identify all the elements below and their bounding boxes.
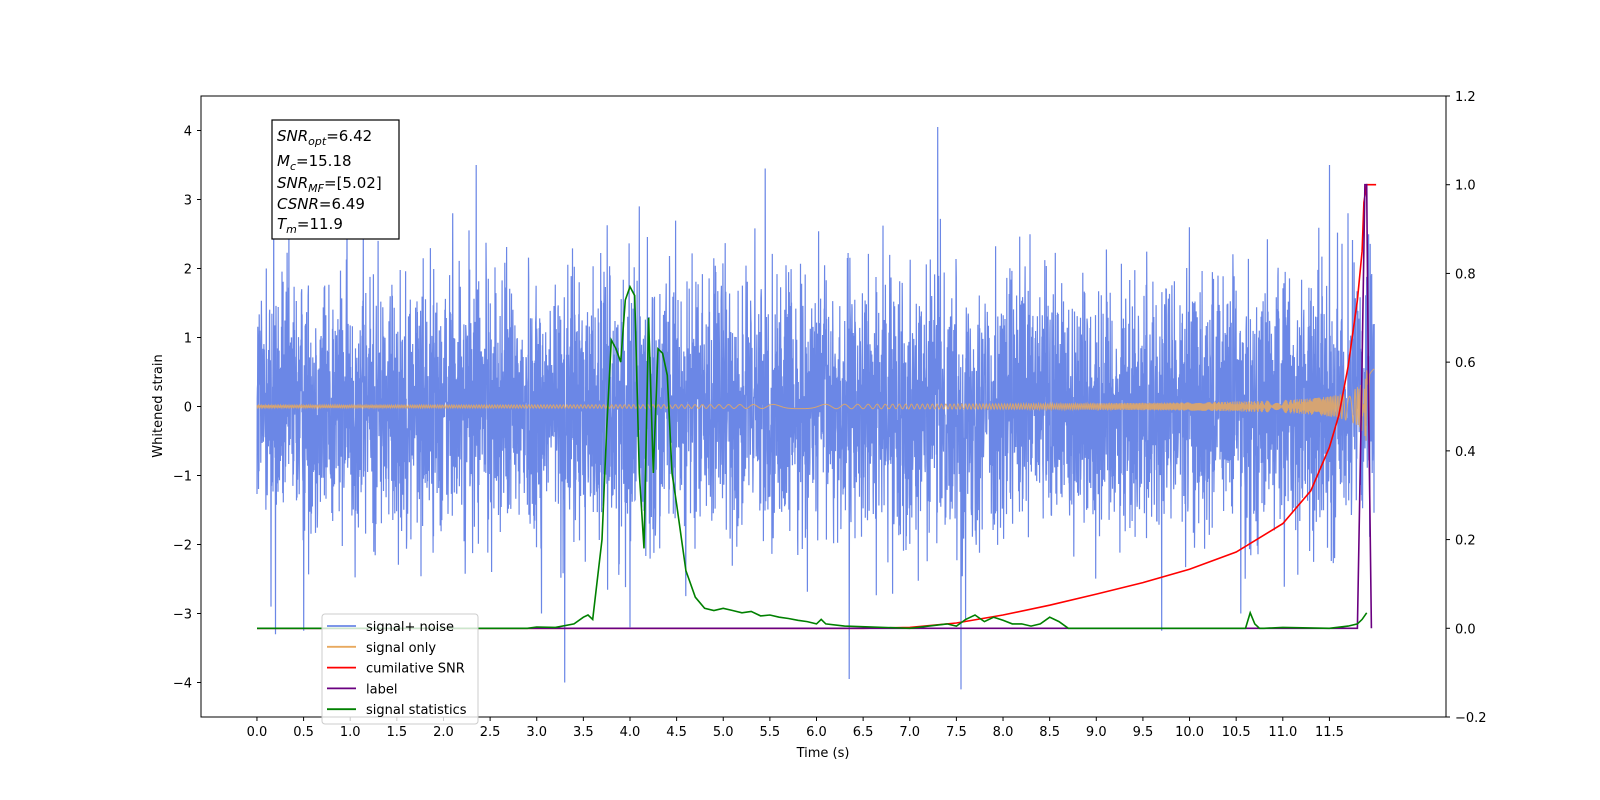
x-tick-label: 8.5 — [1039, 725, 1060, 740]
annotation-line: SNRopt=6.42 — [277, 127, 372, 148]
x-tick-label: 0.5 — [293, 725, 314, 740]
y-tick-label: 1 — [184, 332, 192, 347]
y2-tick-label: 1.0 — [1455, 179, 1476, 194]
legend-label: cumilative SNR — [366, 662, 465, 677]
series-line-signal-statistics — [257, 284, 1368, 630]
annotation-line: SNRMF=[5.02] — [277, 174, 382, 195]
x-tick-label: 1.0 — [340, 725, 361, 740]
legend-label: signal only — [366, 641, 436, 656]
y-tick-label: −4 — [173, 677, 192, 692]
x-tick-label: 11.5 — [1315, 725, 1344, 740]
x-tick-label: 6.0 — [806, 725, 827, 740]
y-tick-label: 2 — [184, 263, 192, 278]
y-axis-label: Whitened strain — [151, 354, 166, 457]
x-tick-label: 6.5 — [853, 725, 874, 740]
x-tick-label: 8.0 — [993, 725, 1014, 740]
series-line-label — [257, 183, 1373, 630]
annotation-box-frame — [271, 119, 400, 240]
y2-tick-label: −0.2 — [1455, 711, 1487, 726]
y2-tick-label: 0.2 — [1455, 534, 1476, 549]
x-tick-label: 1.5 — [386, 725, 407, 740]
x-tick-label: 5.5 — [760, 725, 781, 740]
y2-tick-label: 0.0 — [1455, 622, 1476, 637]
x-tick-label: 7.5 — [946, 725, 967, 740]
legend: signal+ noise signal only cumilative SNR la… — [321, 613, 479, 725]
series-line-cumilative-snr — [257, 183, 1377, 630]
x-tick-label: 11.0 — [1268, 725, 1297, 740]
x-tick-label: 2.0 — [433, 725, 454, 740]
x-tick-label: 3.5 — [573, 725, 594, 740]
y-tick-label: 3 — [184, 194, 192, 209]
x-tick-label: 9.0 — [1086, 725, 1107, 740]
x-tick-label: 2.5 — [480, 725, 501, 740]
annotation-line: CSNR=6.49 — [277, 195, 365, 213]
y-tick-label: 0 — [184, 401, 192, 416]
x-tick-label: 4.5 — [666, 725, 687, 740]
y-tick-label: 4 — [184, 125, 192, 140]
annotation-box: SNRopt=6.42 Mc=15.18SNRMF=[5.02]CSNR=6.49… — [271, 119, 400, 240]
x-tick-label: 10.5 — [1222, 725, 1251, 740]
y2-tick-label: 0.4 — [1455, 445, 1476, 460]
series-line-signal-only — [256, 368, 1375, 441]
x-tick-label: 3.0 — [526, 725, 547, 740]
legend-label: label — [366, 682, 397, 697]
y2-tick-label: 0.8 — [1455, 267, 1476, 282]
x-axis-label: Time (s) — [796, 746, 850, 761]
legend-label: signal statistics — [366, 703, 467, 718]
x-tick-label: 10.0 — [1175, 725, 1204, 740]
x-axis: 0.0 0.5 1.0 1.5 2.0 2.5 3.0 3.5 4.0 4.5 5.0 5.5 6.0 6… — [247, 717, 1344, 740]
annotation-line: Mc=15.18 — [277, 152, 352, 173]
series-layer — [256, 126, 1377, 690]
y2-tick-label: 1.2 — [1455, 90, 1476, 105]
x-tick-label: 9.5 — [1133, 725, 1154, 740]
y-tick-label: −2 — [173, 539, 192, 554]
x-tick-label: 4.0 — [620, 725, 641, 740]
y-tick-label: −3 — [173, 608, 192, 623]
y-axis-left: 4 3 2 1 0 −1 −2 −3 −4 — [173, 125, 201, 692]
x-tick-label: 7.0 — [899, 725, 920, 740]
annotation-line: Tm=11.9 — [277, 215, 343, 236]
legend-frame — [321, 613, 479, 725]
x-tick-label: 0.0 — [247, 725, 268, 740]
legend-label: signal+ noise — [366, 620, 454, 635]
y-tick-label: −1 — [173, 470, 192, 485]
x-tick-label: 5.0 — [713, 725, 734, 740]
y-axis-right: 1.2 1.0 0.8 0.6 0.4 0.2 0.0 −0.2 — [1446, 90, 1487, 726]
y2-tick-label: 0.6 — [1455, 356, 1476, 371]
series-line-signal-noise — [256, 126, 1375, 690]
